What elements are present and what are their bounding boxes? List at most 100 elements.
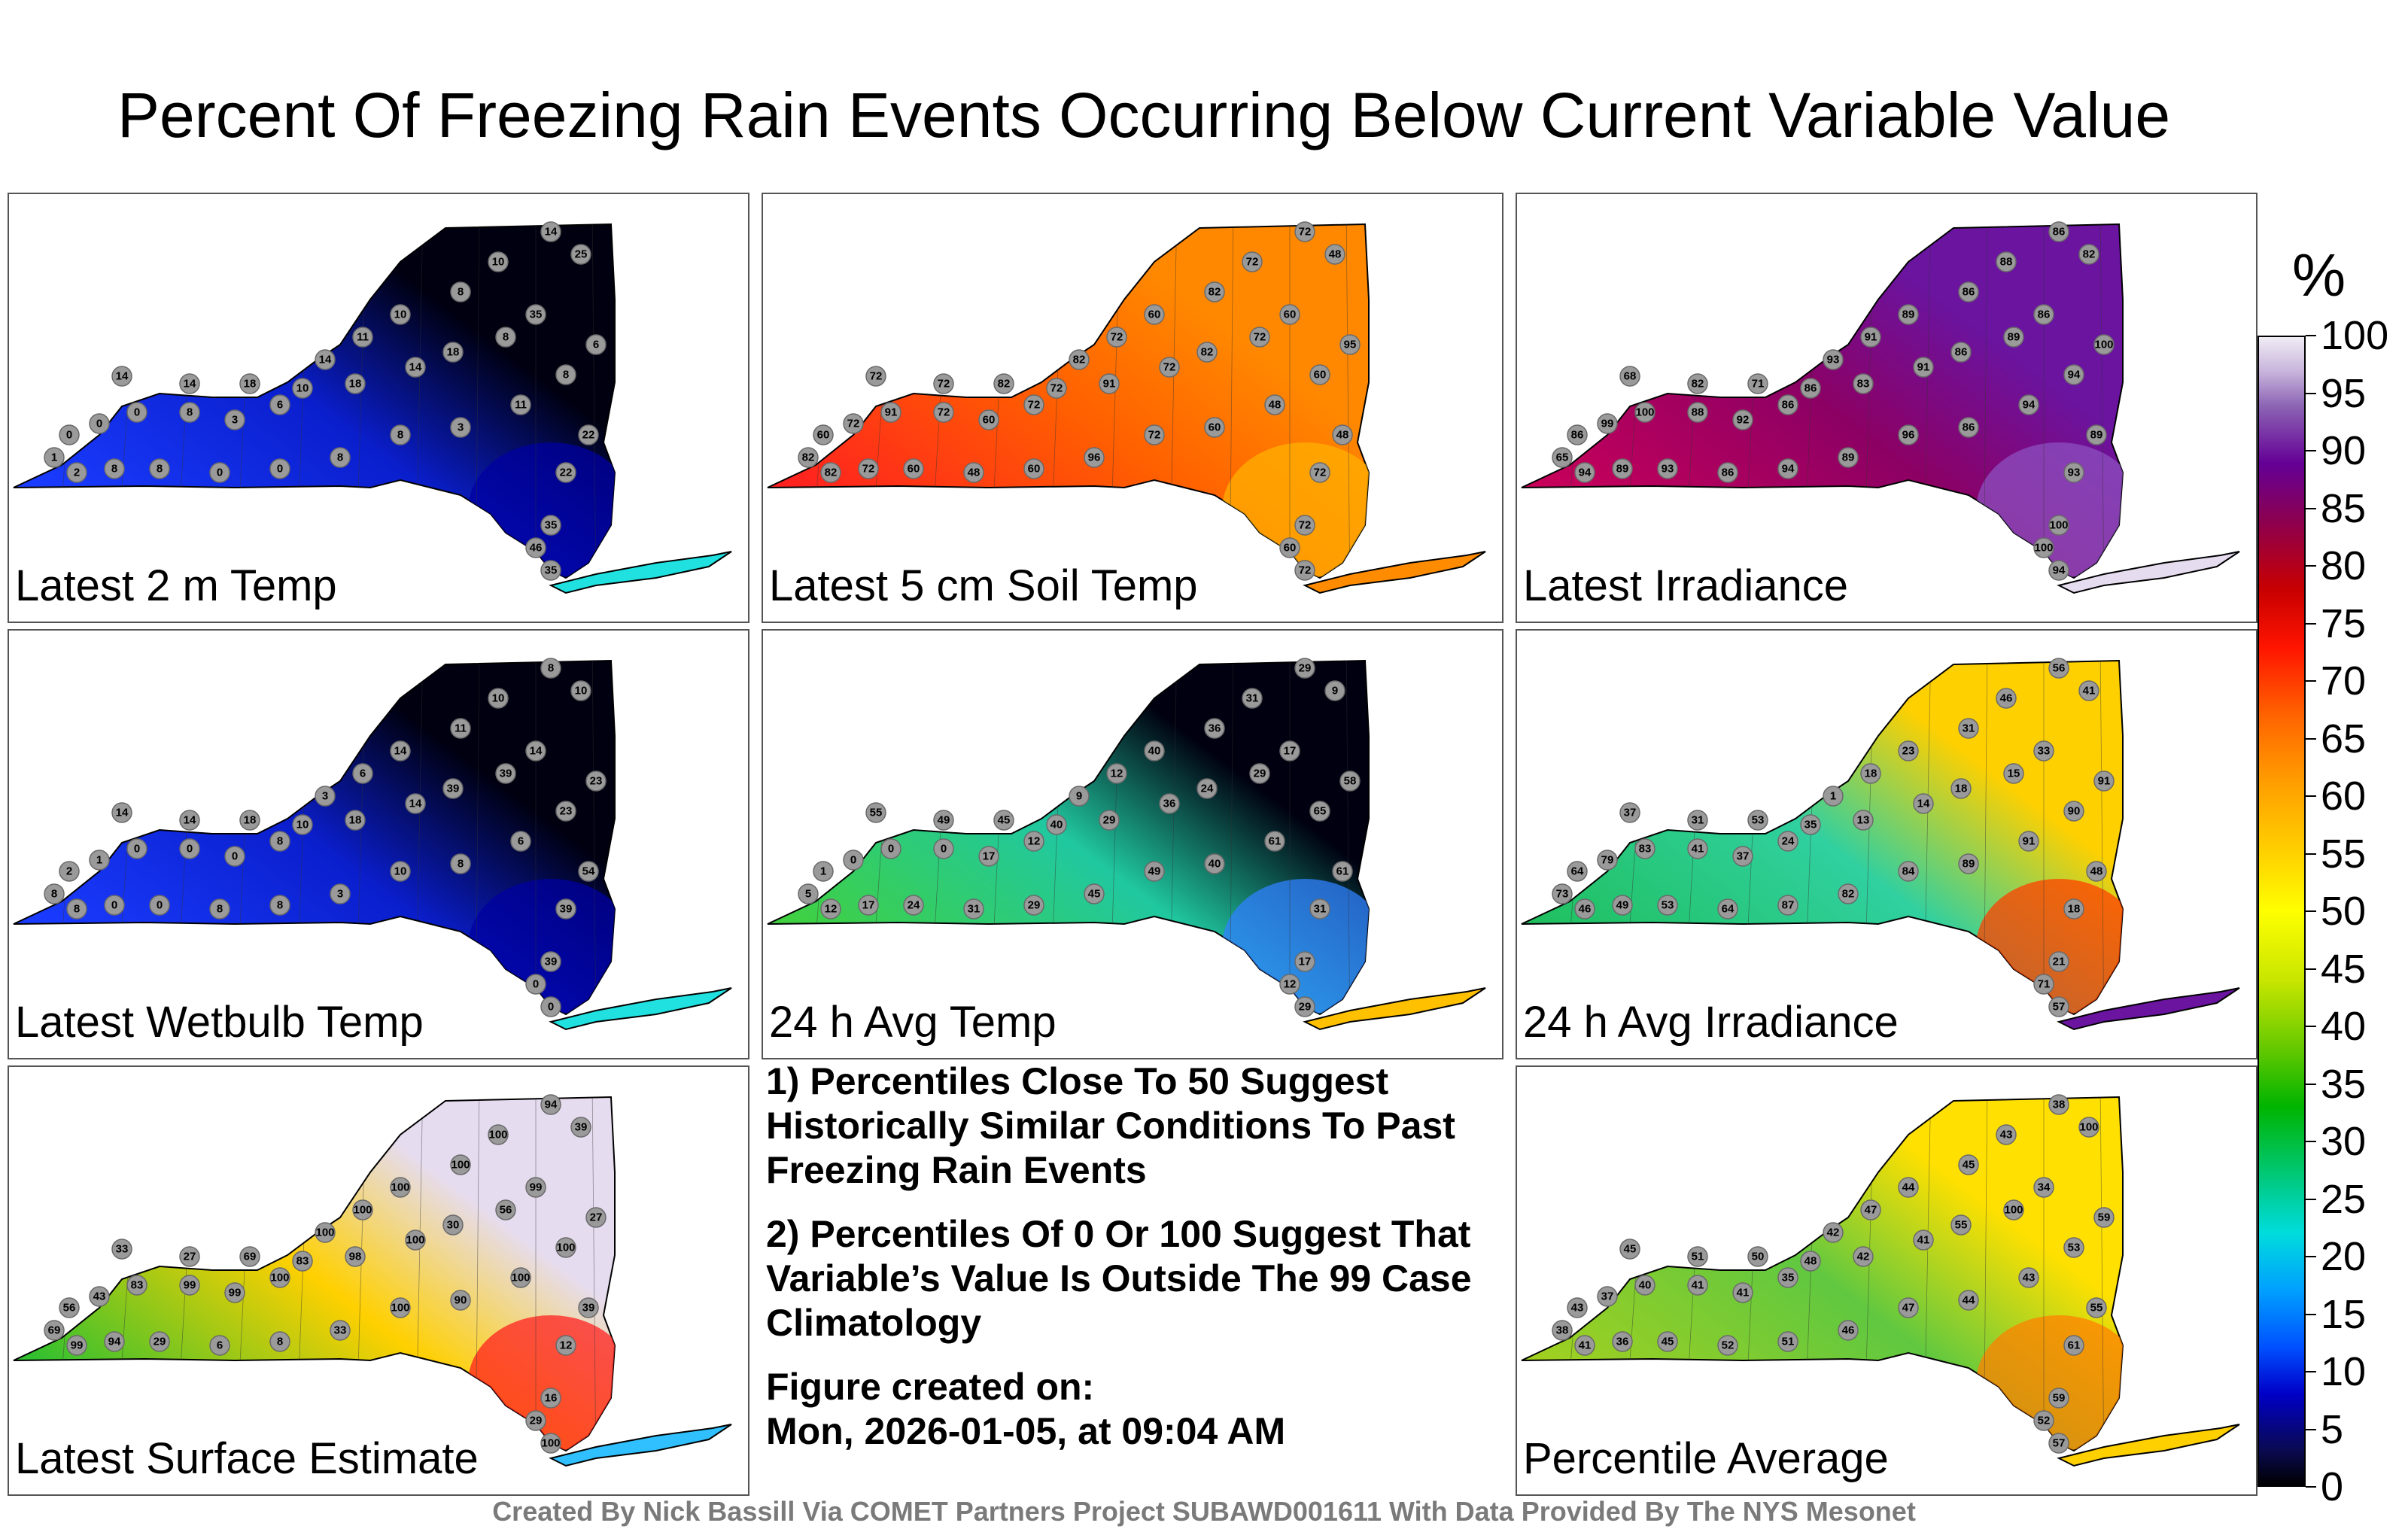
- station-value: 82: [1073, 354, 1086, 366]
- station-marker: 44: [1958, 1290, 1979, 1311]
- station-marker: 31: [1958, 718, 1979, 739]
- station-marker: 10: [390, 304, 411, 325]
- station-value: 31: [1246, 692, 1259, 705]
- colorbar-tick-label: 45: [2321, 946, 2367, 992]
- colorbar-tick-label: 85: [2321, 485, 2367, 531]
- station-marker: 72: [1309, 462, 1330, 483]
- station-value: 17: [1284, 745, 1297, 758]
- station-marker: 40: [1144, 740, 1165, 761]
- station-marker: 65: [1552, 447, 1573, 468]
- station-value: 100: [1635, 406, 1654, 419]
- station-value: 11: [455, 722, 467, 735]
- station-value: 24: [1782, 835, 1795, 848]
- station-marker: 5: [798, 883, 819, 904]
- station-value: 100: [2094, 339, 2113, 351]
- colorbar-tick-mark: [2306, 335, 2316, 336]
- station-value: 21: [2053, 956, 2066, 968]
- station-marker: 40: [1204, 853, 1225, 874]
- station-value: 45: [1624, 1243, 1637, 1256]
- station-marker: 14: [1913, 793, 1934, 814]
- station-value: 72: [1111, 331, 1123, 344]
- station-marker: 88: [1996, 251, 2017, 272]
- station-marker: 82: [1838, 883, 1859, 904]
- station-value: 5: [805, 888, 811, 901]
- station-value: 45: [1088, 888, 1101, 901]
- station-marker: 11: [450, 718, 471, 739]
- station-marker: 6: [585, 334, 607, 355]
- station-marker: 53: [1657, 895, 1678, 916]
- station-marker: 6: [209, 1335, 230, 1356]
- panel-24h-avg-irradiance: 37 31 53 35 13 14 18 15 33 41 56 46 31 23 18 1 24 37 41 83 7…: [1516, 629, 2258, 1059]
- station-marker: 2: [66, 462, 87, 483]
- long-island: [549, 987, 732, 1031]
- panel-latest-surface-estimate: 33 27 69 83 98 100 30 56 99 39 94 100 100 100 100 100 10…: [8, 1065, 749, 1496]
- station-marker: 18: [239, 373, 260, 394]
- station-marker: 31: [1687, 810, 1708, 831]
- station-value: 49: [1148, 865, 1161, 878]
- southeast-shading: [468, 879, 615, 1014]
- station-marker: 82: [993, 373, 1014, 394]
- station-marker: 24: [903, 895, 924, 916]
- station-marker: 10: [488, 251, 509, 272]
- station-value: 9: [1332, 685, 1338, 698]
- station-marker: 37: [1619, 802, 1640, 823]
- station-value: 17: [983, 850, 996, 863]
- station-marker: 72: [933, 402, 954, 423]
- station-value: 35: [1804, 819, 1817, 831]
- station-value: 100: [270, 1272, 289, 1284]
- station-value: 86: [1963, 421, 1975, 434]
- station-value: 3: [458, 421, 464, 434]
- station-marker: 0: [880, 838, 901, 859]
- station-marker: 3: [450, 417, 471, 438]
- station-value: 99: [184, 1279, 196, 1292]
- station-marker: 82: [2078, 244, 2099, 265]
- station-value: 60: [908, 463, 920, 476]
- state-fill: [13, 659, 616, 1016]
- colorbar-tick-label: 25: [2321, 1176, 2367, 1222]
- station-value: 48: [2090, 865, 2103, 878]
- station-marker: 18: [1950, 778, 1972, 799]
- station-value: 91: [1917, 361, 1930, 374]
- station-marker: 35: [540, 515, 561, 536]
- station-marker: 92: [1732, 409, 1753, 430]
- long-island: [2057, 987, 2240, 1031]
- station-value: 56: [2053, 662, 2066, 675]
- station-value: 30: [447, 1219, 460, 1232]
- station-marker: 29: [525, 1410, 546, 1431]
- station-value: 18: [1865, 768, 1877, 780]
- station-value: 72: [1246, 256, 1259, 269]
- station-marker: 18: [442, 342, 464, 363]
- station-value: 8: [277, 1336, 283, 1348]
- station-value: 1: [96, 854, 102, 867]
- station-marker: 69: [239, 1246, 260, 1267]
- station-marker: 91: [1913, 357, 1934, 378]
- station-marker: 40: [1634, 1275, 1655, 1296]
- station-marker: 10: [292, 378, 313, 399]
- station-value: 14: [184, 814, 196, 827]
- station-marker: 86: [2048, 221, 2069, 242]
- station-value: 60: [1284, 542, 1297, 555]
- station-marker: 79: [1597, 850, 1618, 871]
- colorbar-tick-mark: [2306, 1256, 2316, 1257]
- panel-latest-5cm-soil-temp: 72 72 82 72 91 72 82 72 60 48 72 72 82 60 72 82 72 60 72 91…: [762, 193, 1503, 623]
- station-marker: 72: [1106, 327, 1127, 348]
- station-value: 8: [277, 899, 283, 912]
- station-marker: 91: [1099, 373, 1120, 394]
- station-marker: 1: [813, 861, 834, 882]
- station-value: 54: [582, 865, 595, 878]
- station-value: 0: [134, 843, 140, 856]
- station-marker: 100: [2078, 1117, 2099, 1138]
- station-value: 37: [1601, 1290, 1614, 1303]
- station-marker: 99: [224, 1282, 245, 1303]
- station-value: 61: [2068, 1339, 2081, 1352]
- station-value: 2: [66, 865, 72, 878]
- station-value: 35: [545, 519, 558, 532]
- station-value: 29: [1299, 662, 1312, 675]
- colorbar-tick-mark: [2306, 853, 2316, 855]
- station-marker: 34: [2033, 1177, 2054, 1198]
- station-marker: 8: [179, 402, 200, 423]
- station-marker: 8: [450, 853, 471, 874]
- station-value: 12: [1028, 835, 1041, 848]
- station-marker: 21: [2048, 951, 2069, 972]
